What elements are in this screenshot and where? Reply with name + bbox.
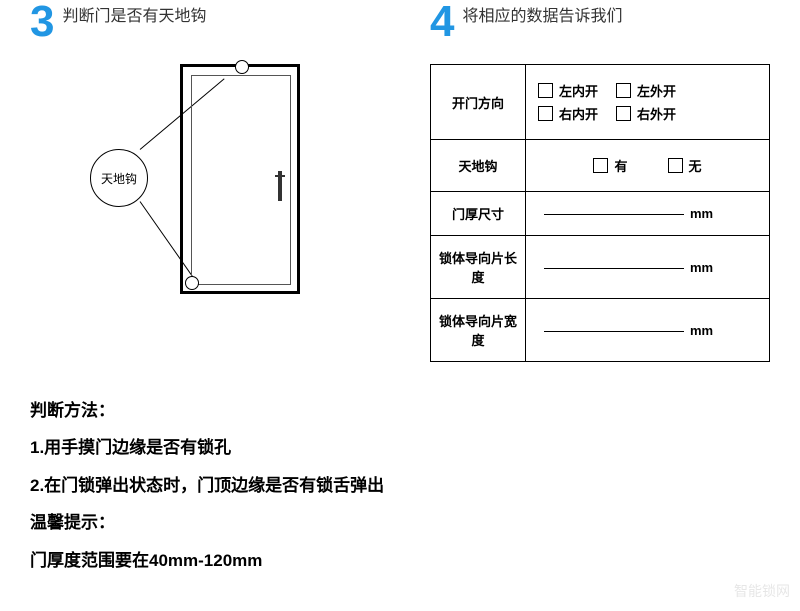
option-left-inner[interactable]: 左内开 [538,81,598,100]
row-open-direction: 开门方向 左内开 左外开 右内开 右外开 [431,65,770,140]
checkbox-icon [593,158,608,173]
option-left-outer[interactable]: 左外开 [616,81,676,100]
hook-top-icon [235,60,249,74]
guide-length-input-line[interactable] [544,268,684,269]
hook-label-text: 天地钩 [101,170,137,187]
row-guide-length: 锁体导向片长度 mm [431,236,770,299]
open-direction-label: 开门方向 [431,65,526,140]
hook-bottom-icon [185,276,199,290]
row-guide-width: 锁体导向片宽度 mm [431,299,770,362]
option-no-hook[interactable]: 无 [668,156,702,175]
method-line2: 2.在门锁弹出状态时，门顶边缘是否有锁舌弹出 [30,467,800,504]
tip-heading: 温馨提示： [30,504,800,541]
option-right-inner[interactable]: 右内开 [538,104,598,123]
method-heading: 判断方法： [30,392,800,429]
option-has-hook[interactable]: 有 [593,156,627,175]
main-container: 3 判断门是否有天地钩 天地钩 4 将相应的数据告诉我们 开门方 [0,0,800,362]
method-line1: 1.用手摸门边缘是否有锁孔 [30,429,800,466]
hook-label: 天地钩 [431,140,526,192]
thickness-input-cell: mm [526,192,770,236]
checkbox-icon [538,106,553,121]
step3-title: 判断门是否有天地钩 [62,2,206,26]
unit-mm: mm [690,206,713,221]
hook-label-circle: 天地钩 [90,149,148,207]
thickness-input-line[interactable] [544,214,684,215]
door-frame [180,64,300,294]
data-form-table: 开门方向 左内开 左外开 右内开 右外开 天地钩 有 [430,64,770,362]
guide-width-input-cell: mm [526,299,770,362]
guide-length-input-cell: mm [526,236,770,299]
door-diagram: 天地钩 [90,54,370,304]
step3-number: 3 [30,0,54,44]
left-column: 3 判断门是否有天地钩 天地钩 [30,0,400,362]
checkbox-icon [668,158,683,173]
step3-header: 3 判断门是否有天地钩 [30,0,400,44]
right-column: 4 将相应的数据告诉我们 开门方向 左内开 左外开 右内开 右外开 天地 [430,0,770,362]
guide-length-label: 锁体导向片长度 [431,236,526,299]
step4-number: 4 [430,0,454,44]
hook-options: 有 无 [526,140,770,192]
step4-title: 将相应的数据告诉我们 [462,2,622,26]
row-hook: 天地钩 有 无 [431,140,770,192]
door-panel [191,75,291,285]
checkbox-icon [616,106,631,121]
guide-width-label: 锁体导向片宽度 [431,299,526,362]
door-handle-icon [278,171,282,201]
open-direction-options: 左内开 左外开 右内开 右外开 [526,65,770,140]
instructions-block: 判断方法： 1.用手摸门边缘是否有锁孔 2.在门锁弹出状态时，门顶边缘是否有锁舌… [0,392,800,579]
watermark-logo: 智能锁网 [734,581,790,601]
checkbox-icon [538,83,553,98]
watermark-text: 智能锁网 [734,583,790,599]
option-right-outer[interactable]: 右外开 [616,104,676,123]
unit-mm: mm [690,260,713,275]
thickness-label: 门厚尺寸 [431,192,526,236]
unit-mm: mm [690,323,713,338]
checkbox-icon [616,83,631,98]
row-thickness: 门厚尺寸 mm [431,192,770,236]
guide-width-input-line[interactable] [544,331,684,332]
step4-header: 4 将相应的数据告诉我们 [430,0,770,44]
tip-line: 门厚度范围要在40mm-120mm [30,542,800,579]
